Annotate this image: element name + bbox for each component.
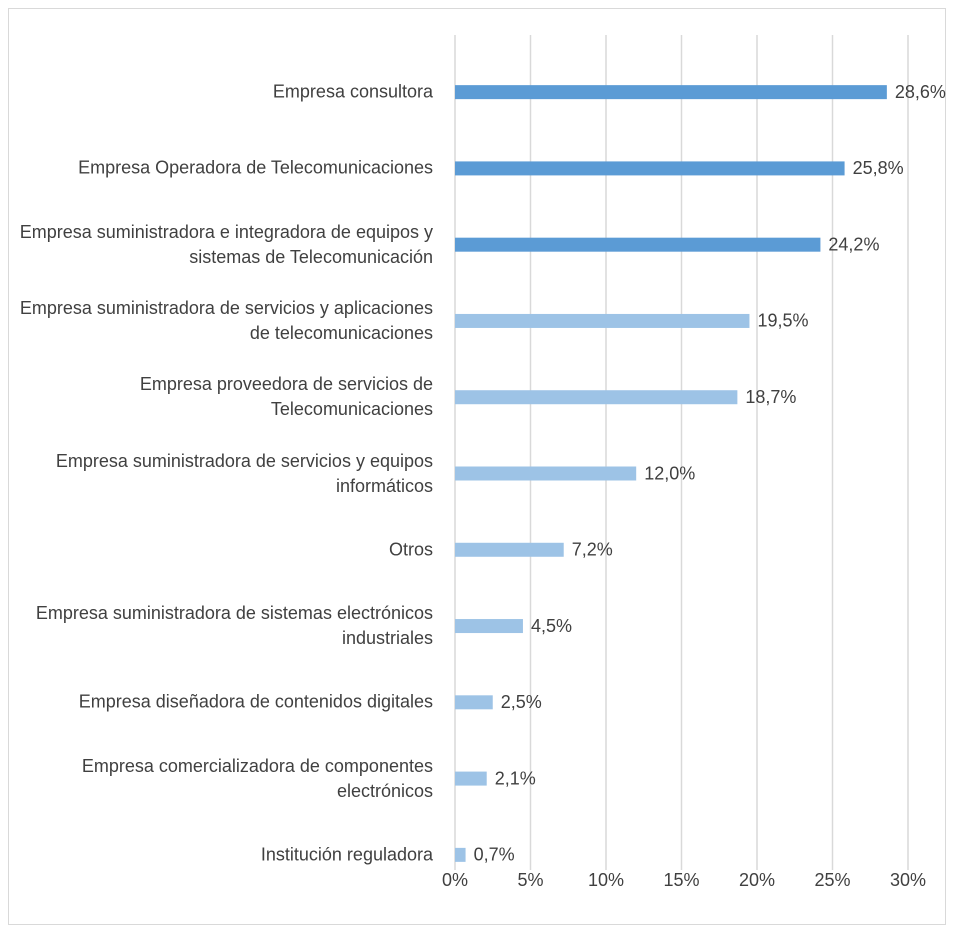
y-tick-label: Institución reguladora <box>260 844 433 865</box>
data-label: 18,7% <box>745 387 796 407</box>
data-label: 2,1% <box>495 768 536 788</box>
y-tick-label: Empresa diseñadora de contenidos digital… <box>78 691 433 712</box>
data-label: 19,5% <box>757 311 808 331</box>
y-tick-label: Empresa suministradora de servicios y ap… <box>19 297 433 343</box>
x-tick-label: 10% <box>588 870 624 890</box>
y-tick-label: Empresa suministradora e integradora de … <box>19 221 433 267</box>
bar <box>455 542 564 557</box>
data-label: 2,5% <box>501 692 542 712</box>
x-tick-label: 0% <box>442 870 468 890</box>
x-tick-label: 15% <box>663 870 699 890</box>
data-label: 24,2% <box>828 234 879 254</box>
data-label: 7,2% <box>572 540 613 560</box>
y-tick-label: Empresa proveedora de servicios de Telec… <box>139 374 433 420</box>
bar <box>455 619 523 634</box>
x-tick-label: 25% <box>814 870 850 890</box>
y-tick-label: Empresa Operadora de Telecomunicaciones <box>78 157 433 178</box>
y-tick-label: Empresa suministradora de sistemas elect… <box>35 603 433 649</box>
y-tick-label: Empresa consultora <box>272 81 433 102</box>
x-tick-label: 5% <box>517 870 543 890</box>
data-label: 4,5% <box>531 616 572 636</box>
bar <box>455 771 487 786</box>
x-tick-label: 20% <box>739 870 775 890</box>
y-tick-label: Empresa comercializadora de componentes … <box>81 755 433 801</box>
x-tick-label: 30% <box>890 870 926 890</box>
bar <box>455 161 845 176</box>
y-tick-label: Empresa suministradora de servicios y eq… <box>55 450 433 496</box>
bar <box>455 237 821 252</box>
data-label: 0,7% <box>474 845 515 865</box>
bar <box>455 466 637 481</box>
bar <box>455 695 493 710</box>
y-tick-label: Otros <box>388 539 433 560</box>
data-label: 12,0% <box>644 463 695 483</box>
bar <box>455 390 738 405</box>
bar <box>455 847 466 862</box>
bar <box>455 85 887 100</box>
data-label: 25,8% <box>853 158 904 178</box>
bar <box>455 313 750 328</box>
data-label: 28,6% <box>895 82 946 102</box>
